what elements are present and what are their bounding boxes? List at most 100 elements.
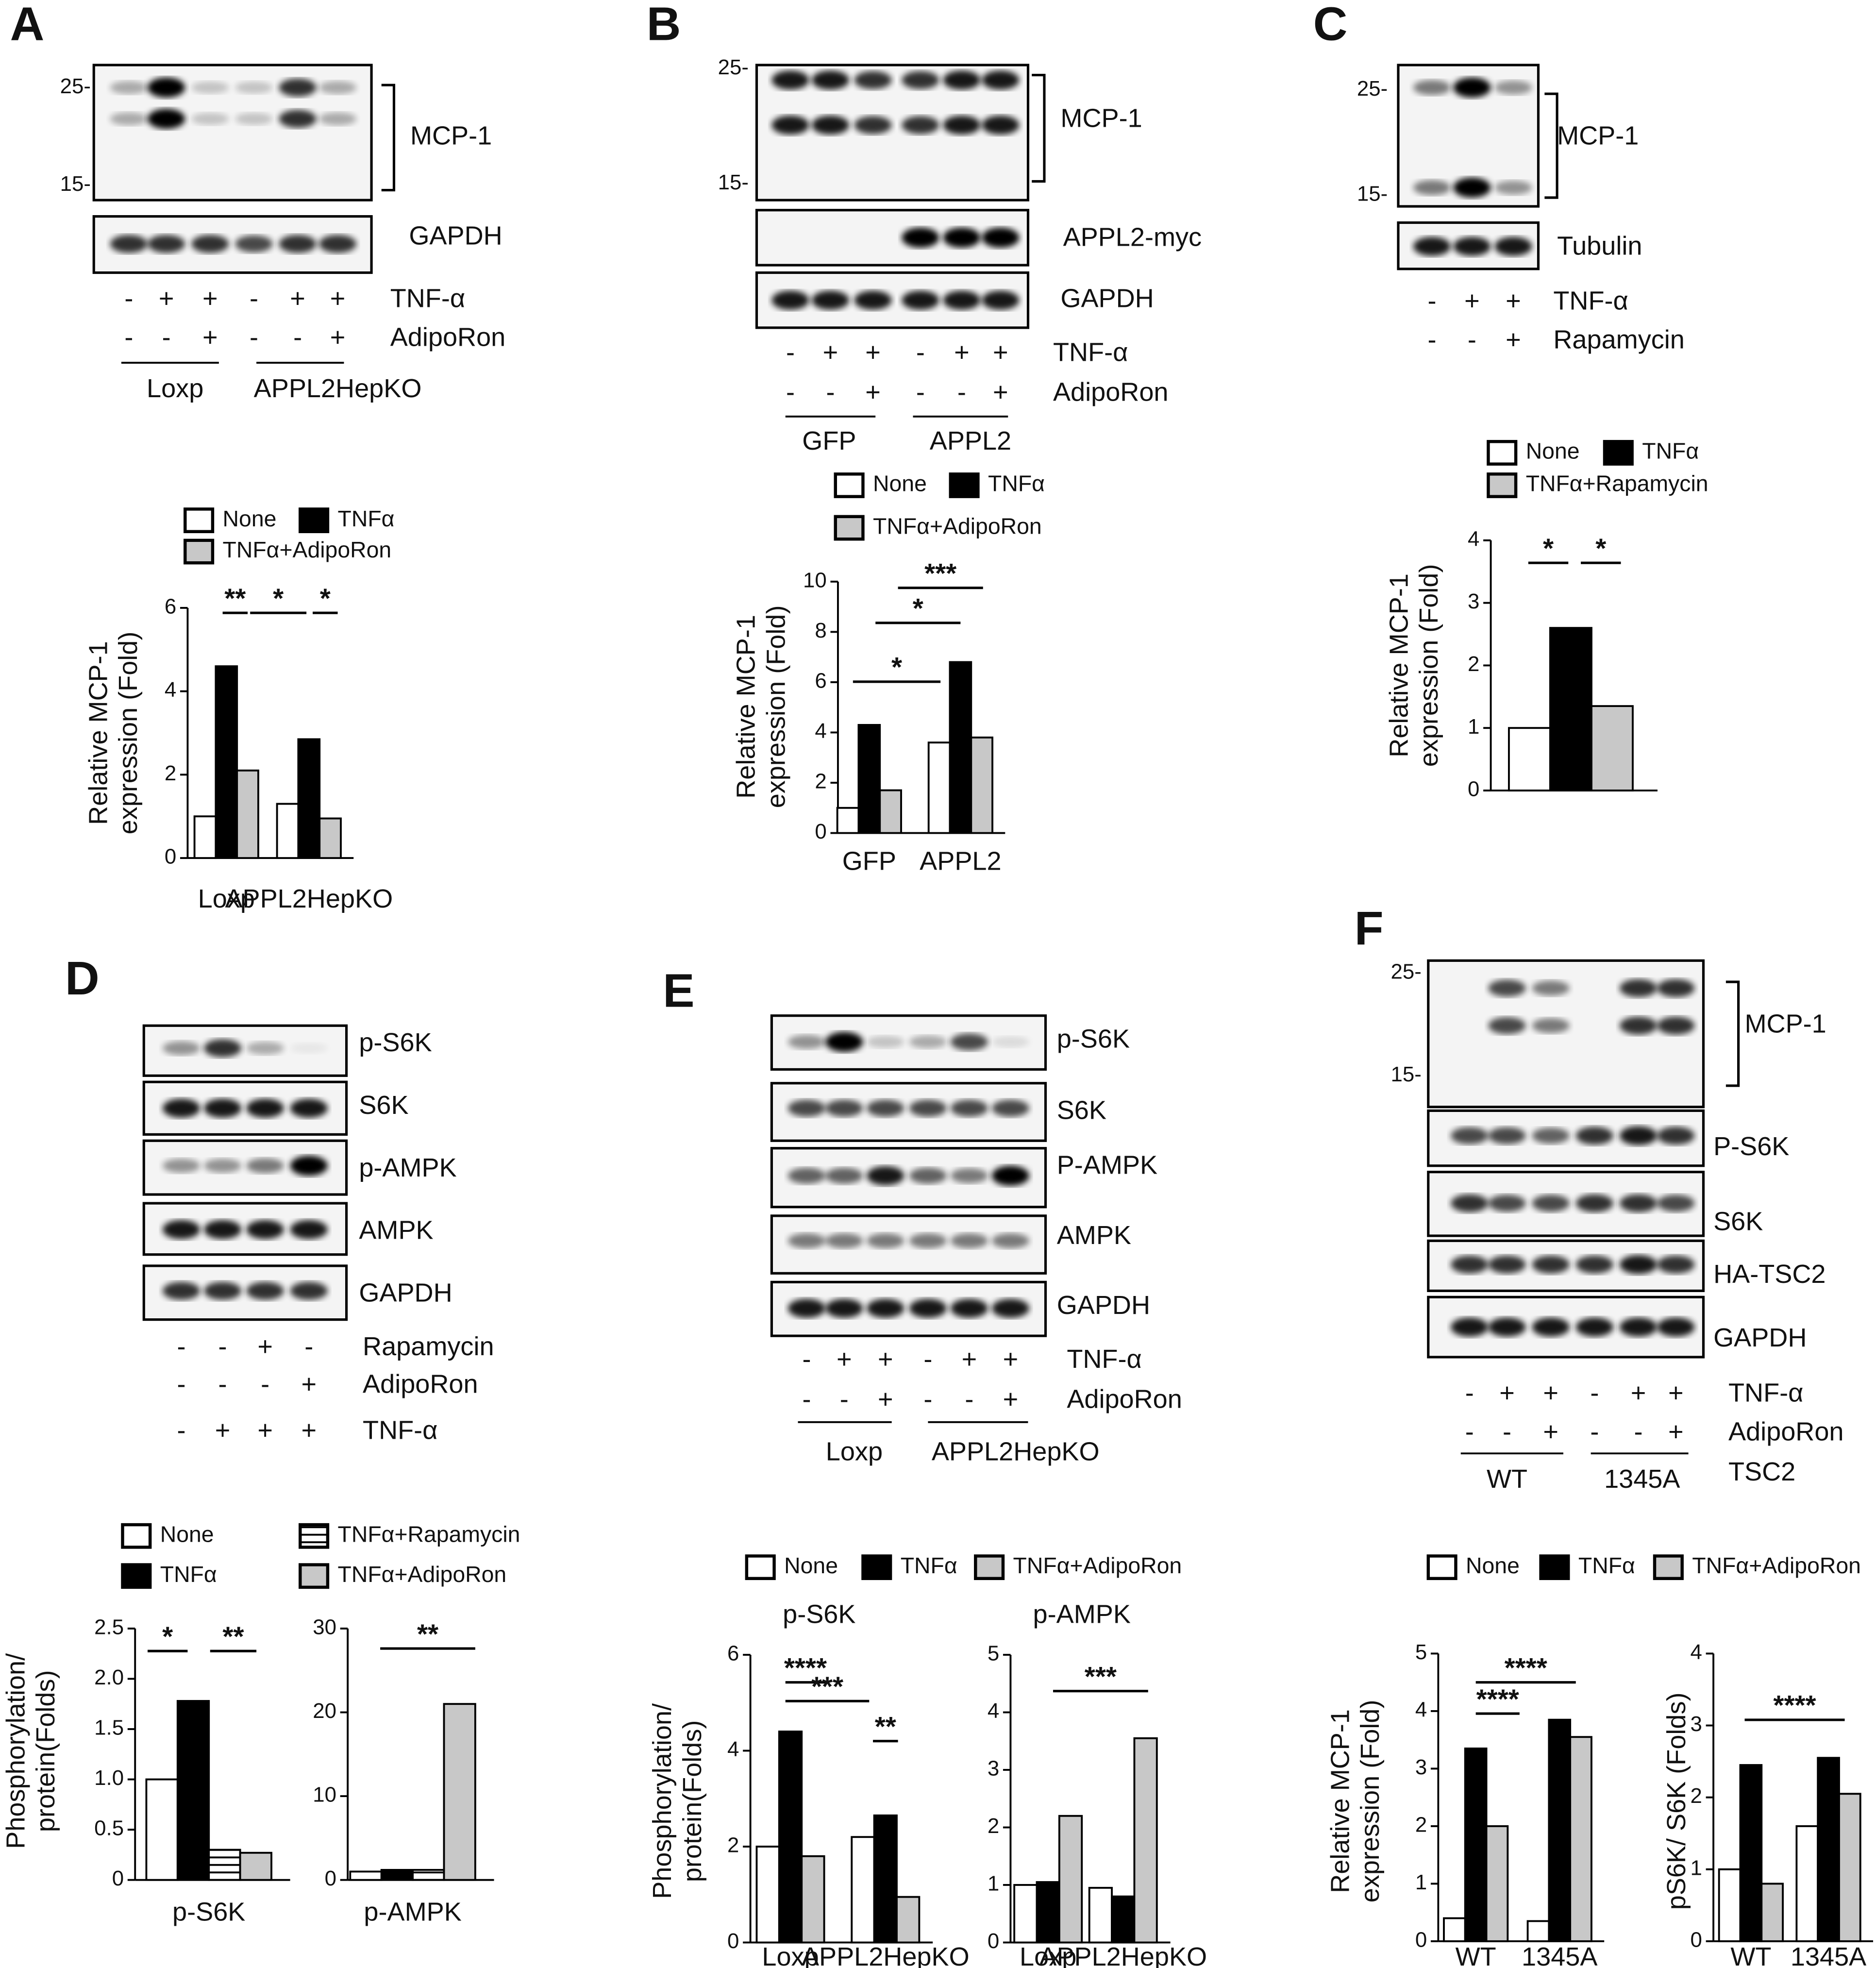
treatment-sign: - [965, 1384, 973, 1413]
y-tick-label: 0 [112, 1867, 124, 1890]
y-tick-label: 0 [325, 1867, 336, 1890]
blot-band [1532, 1194, 1570, 1212]
treatment-sign: + [1543, 1417, 1558, 1446]
blot-band [950, 1033, 988, 1051]
y-tick-label: 0 [1415, 1928, 1427, 1951]
legend-label: TNFα [1578, 1553, 1635, 1578]
treatment-label: AdipoRon [1053, 378, 1169, 407]
y-axis-label: protein(Folds) [678, 1720, 707, 1883]
legend-label: TNFα+AdipoRon [338, 1562, 507, 1587]
significance: **** [1505, 1653, 1547, 1683]
treatment-label: Rapamycin [1553, 325, 1685, 354]
blot-band [909, 1233, 947, 1248]
treatment-label: AdipoRon [1728, 1417, 1844, 1446]
blot-label: APPL2-myc [1063, 222, 1202, 252]
blot-band [1488, 1317, 1526, 1337]
blot-band [246, 1220, 284, 1239]
legend-swatch [121, 1523, 152, 1549]
bar [1058, 1815, 1083, 1944]
legend-label: TNFα [338, 506, 395, 531]
bracket [381, 84, 396, 192]
blot-label: P-S6K [1713, 1132, 1789, 1161]
legend-label: TNFα [160, 1562, 217, 1587]
bar [239, 1851, 272, 1881]
blot-band [991, 1298, 1030, 1318]
y-tick-label: 4 [988, 1699, 999, 1723]
blot-band [191, 235, 229, 253]
bracket [1032, 73, 1046, 183]
bar [1013, 1884, 1038, 1944]
significance: **** [1773, 1690, 1816, 1721]
treatment-sign: - [293, 322, 302, 352]
significance: * [913, 593, 923, 624]
treatment-sign: + [993, 378, 1008, 407]
bar [1795, 1825, 1819, 1942]
group-label: 1345A [1604, 1464, 1680, 1494]
blot-band [902, 71, 939, 89]
blot-band [909, 1035, 947, 1049]
blot-band [1532, 1255, 1570, 1274]
bar [857, 724, 881, 834]
blot-band [787, 1298, 826, 1318]
treatment-sign: + [1464, 286, 1480, 316]
blot-band [943, 116, 981, 135]
group-label: APPL2 [930, 426, 1011, 455]
treatment-label: TNF-α [1553, 286, 1628, 316]
bar [1443, 1917, 1466, 1942]
y-tick-label: 0.5 [94, 1817, 124, 1840]
blot-band [1619, 1126, 1658, 1145]
legend-label: None [1526, 438, 1580, 464]
blot-band [1413, 180, 1451, 195]
bar [1526, 1920, 1550, 1942]
legend-swatch [834, 472, 865, 498]
treatment-sign: - [916, 378, 925, 407]
legend-swatch [1426, 1554, 1457, 1581]
treatment-sign: + [257, 1416, 273, 1445]
legend-swatch [834, 515, 865, 541]
treatment-label: AdipoRon [1067, 1384, 1182, 1413]
blot-band [203, 1281, 242, 1300]
legend-label: TNFα+AdipoRon [873, 513, 1042, 538]
y-axis-label: Phosphorylation/ [648, 1703, 677, 1899]
treatment-sign: - [923, 1345, 932, 1374]
treatment-sign: + [215, 1416, 231, 1445]
blot-label: MCP-1 [410, 121, 492, 151]
bar [1548, 1718, 1572, 1942]
treatment-sign: + [993, 337, 1008, 367]
blot-band [854, 116, 892, 135]
blot-label: MCP-1 [1060, 104, 1142, 133]
blot-band [787, 1233, 826, 1248]
blot-band [771, 290, 809, 310]
bar [1760, 1883, 1784, 1942]
treatment-sign: + [330, 322, 346, 352]
blot-band [1575, 1255, 1614, 1274]
group-label: WT [1487, 1464, 1527, 1494]
blot-label: AMPK [1057, 1221, 1131, 1250]
blot-label: S6K [359, 1091, 408, 1120]
blot-band [1532, 1127, 1570, 1144]
y-tick-label: 3 [988, 1757, 999, 1781]
blot-band [1575, 1194, 1614, 1212]
y-tick-label: 10 [803, 568, 827, 592]
bar [879, 789, 902, 834]
significance: **** [1476, 1684, 1519, 1715]
blot-label: MCP-1 [1744, 1009, 1826, 1039]
blot-band [1619, 1016, 1658, 1035]
bar [1817, 1757, 1840, 1942]
marker-label: 15- [1357, 182, 1388, 205]
blot-band [246, 1098, 284, 1118]
blot-band [235, 81, 273, 94]
bar [896, 1896, 921, 1944]
marker-label: 25- [60, 74, 91, 98]
treatment-sign: + [1543, 1378, 1558, 1407]
group-label: APPL2HepKO [932, 1437, 1100, 1466]
treatment-sign: - [304, 1332, 313, 1361]
blot-band [1575, 1317, 1614, 1337]
blot-band [246, 1281, 284, 1300]
legend-swatch [1603, 440, 1634, 466]
blot-label: p-AMPK [359, 1153, 456, 1182]
significance: * [1595, 533, 1606, 564]
blot-band [909, 1298, 947, 1318]
y-axis-label: expression (Fold) [114, 632, 143, 835]
